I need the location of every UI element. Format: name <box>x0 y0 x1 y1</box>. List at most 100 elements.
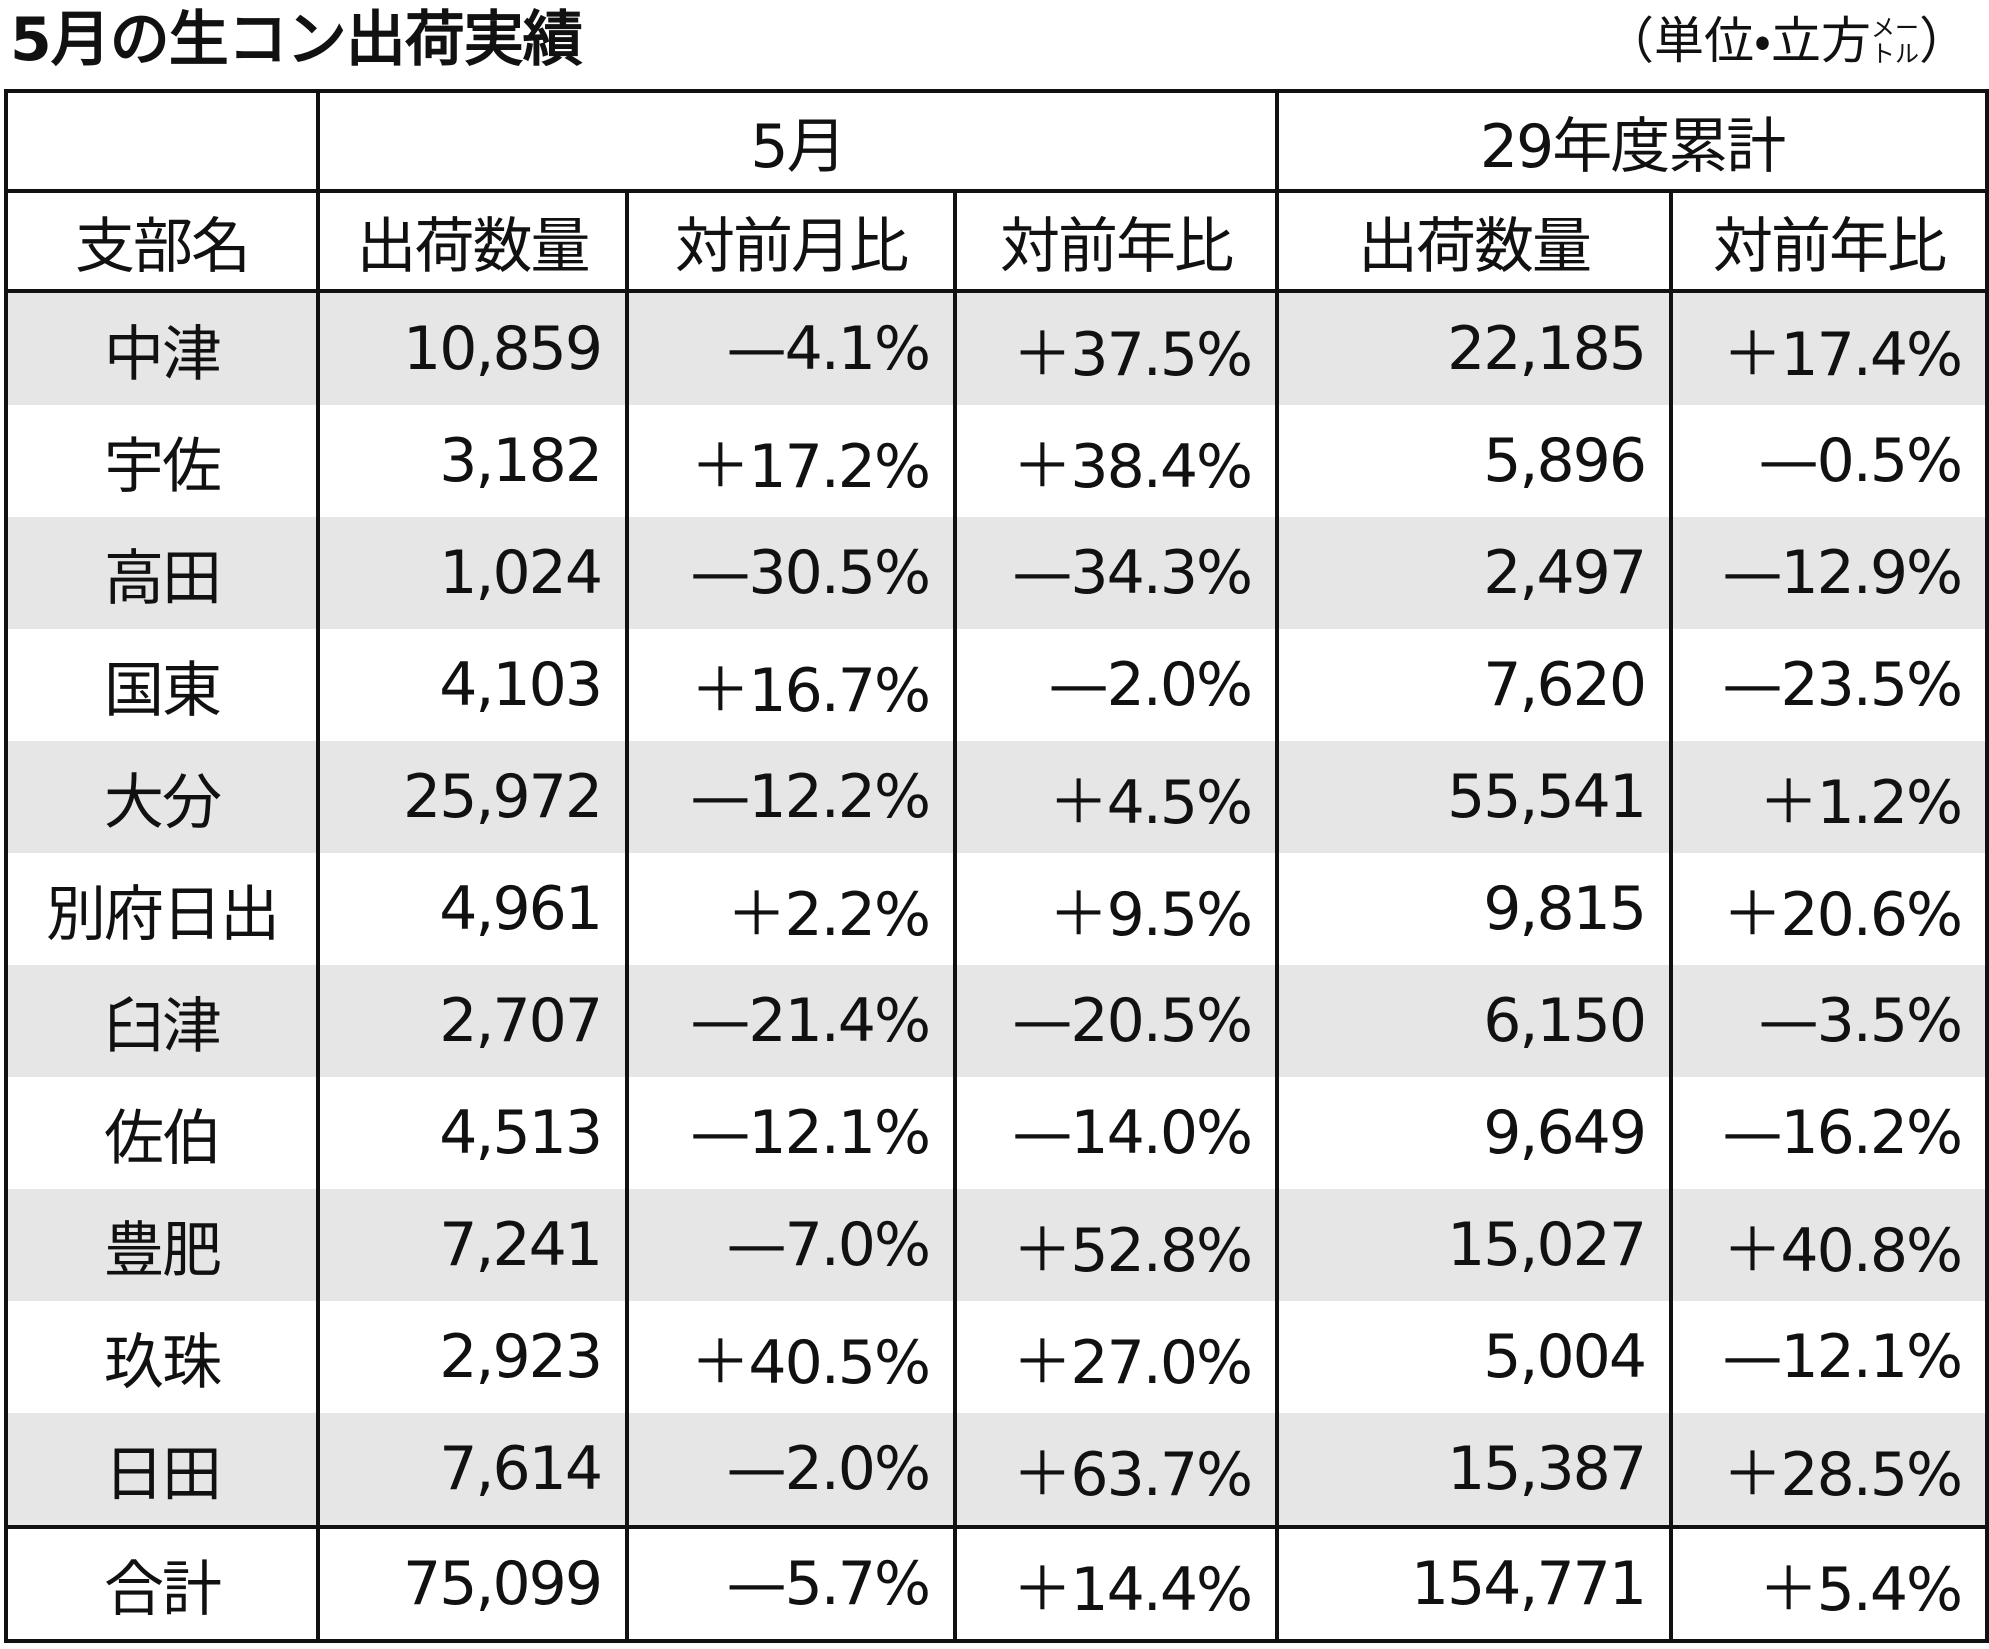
cell: —12.9% <box>1669 517 1989 629</box>
table-body: 5月 29年度累計 支部名 出荷数量 対前月比 対前年比 出荷数量 対前年比 中津 10,8… <box>4 89 1989 1643</box>
title: 5月の生コン出荷実績 <box>10 5 583 75</box>
column-header-row: 支部名 出荷数量 対前月比 対前年比 出荷数量 対前年比 <box>4 189 1989 293</box>
branch-name: 玖珠 <box>4 1301 320 1413</box>
table-row: 高田 1,024 —30.5% —34.3% 2,497 —12.9% <box>4 517 1989 629</box>
cell: ＋27.0% <box>952 1301 1280 1413</box>
empty-header <box>4 89 320 193</box>
cell: ＋52.8% <box>952 1189 1280 1301</box>
cell: ＋38.4% <box>952 405 1280 517</box>
cell: —21.4% <box>625 965 957 1077</box>
cell: 9,649 <box>1275 1077 1674 1189</box>
table-row: 中津 10,859 —4.1% ＋37.5% 22,185 ＋17.4% <box>4 291 1989 405</box>
total-cell: 154,771 <box>1275 1525 1674 1643</box>
group-header-row: 5月 29年度累計 <box>4 89 1989 193</box>
cell: ＋4.5% <box>952 741 1280 853</box>
cell: 7,241 <box>316 1189 629 1301</box>
cell: 5,896 <box>1275 405 1674 517</box>
cell: 55,541 <box>1275 741 1674 853</box>
column-header: 出荷数量 <box>1275 189 1674 293</box>
cell: 22,185 <box>1275 291 1674 405</box>
table-row: 大分 25,972 —12.2% ＋4.5% 55,541 ＋1.2% <box>4 741 1989 853</box>
cell: —12.1% <box>1669 1301 1989 1413</box>
cell: ＋37.5% <box>952 291 1280 405</box>
cell: 7,614 <box>316 1413 629 1529</box>
group-header: 29年度累計 <box>1275 89 1989 193</box>
total-cell: ＋5.4% <box>1669 1525 1989 1643</box>
cell: ＋17.2% <box>625 405 957 517</box>
unit-small-bottom: トル <box>1871 40 1919 68</box>
cell: 25,972 <box>316 741 629 853</box>
branch-name: 大分 <box>4 741 320 853</box>
cell: 15,027 <box>1275 1189 1674 1301</box>
cell: 5,004 <box>1275 1301 1674 1413</box>
cell: 4,961 <box>316 853 629 965</box>
cell: ＋9.5% <box>952 853 1280 965</box>
cell: —30.5% <box>625 517 957 629</box>
column-header: 出荷数量 <box>316 189 629 293</box>
cell: 7,620 <box>1275 629 1674 741</box>
total-cell: 75,099 <box>316 1525 629 1643</box>
cell: —3.5% <box>1669 965 1989 1077</box>
unit-small-top: メー <box>1871 14 1919 42</box>
cell: —34.3% <box>952 517 1280 629</box>
cell: —2.0% <box>625 1413 957 1529</box>
total-row: 合計 75,099 —5.7% ＋14.4% 154,771 ＋5.4% <box>4 1525 1989 1643</box>
branch-name: 宇佐 <box>4 405 320 517</box>
branch-name: 佐伯 <box>4 1077 320 1189</box>
cell: —12.1% <box>625 1077 957 1189</box>
cell: 6,150 <box>1275 965 1674 1077</box>
cell: 2,923 <box>316 1301 629 1413</box>
cell: —0.5% <box>1669 405 1989 517</box>
total-label: 合計 <box>4 1525 320 1643</box>
cell: 4,103 <box>316 629 629 741</box>
cell: —4.1% <box>625 291 957 405</box>
cell: ＋20.6% <box>1669 853 1989 965</box>
cell: 10,859 <box>316 291 629 405</box>
table-row: 玖珠 2,923 ＋40.5% ＋27.0% 5,004 —12.1% <box>4 1301 1989 1413</box>
cell: ＋28.5% <box>1669 1413 1989 1529</box>
cell: ＋2.2% <box>625 853 957 965</box>
unit-open: （単位・立方 <box>1604 12 1871 70</box>
cell: ＋16.7% <box>625 629 957 741</box>
cell: —12.2% <box>625 741 957 853</box>
cell: —2.0% <box>952 629 1280 741</box>
table-row: 日田 7,614 —2.0% ＋63.7% 15,387 ＋28.5% <box>4 1413 1989 1529</box>
cell: —23.5% <box>1669 629 1989 741</box>
cell: 1,024 <box>316 517 629 629</box>
branch-name: 臼津 <box>4 965 320 1077</box>
table-row: 佐伯 4,513 —12.1% —14.0% 9,649 —16.2% <box>4 1077 1989 1189</box>
table-row: 豊肥 7,241 —7.0% ＋52.8% 15,027 ＋40.8% <box>4 1189 1989 1301</box>
table-row: 宇佐 3,182 ＋17.2% ＋38.4% 5,896 —0.5% <box>4 405 1989 517</box>
column-header: 対前年比 <box>952 189 1280 293</box>
cell: ＋40.8% <box>1669 1189 1989 1301</box>
table-row: 国東 4,103 ＋16.7% —2.0% 7,620 —23.5% <box>4 629 1989 741</box>
cell: 2,497 <box>1275 517 1674 629</box>
branch-name: 別府日出 <box>4 853 320 965</box>
branch-name: 中津 <box>4 291 320 405</box>
total-cell: ＋14.4% <box>952 1525 1280 1643</box>
cell: 3,182 <box>316 405 629 517</box>
group-header: 5月 <box>315 89 1280 193</box>
cell: 2,707 <box>316 965 629 1077</box>
table: 5月 29年度累計 支部名 出荷数量 対前月比 対前年比 出荷数量 対前年比 中津 10,8… <box>4 89 1989 1643</box>
cell: ＋40.5% <box>625 1301 957 1413</box>
cell: —16.2% <box>1669 1077 1989 1189</box>
unit-small: メー トル <box>1871 15 1919 67</box>
column-header: 対前年比 <box>1669 189 1989 293</box>
column-header: 対前月比 <box>625 189 957 293</box>
table-row: 別府日出 4,961 ＋2.2% ＋9.5% 9,815 ＋20.6% <box>4 853 1989 965</box>
cell: —14.0% <box>952 1077 1280 1189</box>
cell: ＋63.7% <box>952 1413 1280 1529</box>
branch-name: 高田 <box>4 517 320 629</box>
cell: 15,387 <box>1275 1413 1674 1529</box>
unit-close: ） <box>1919 12 1969 70</box>
total-cell: —5.7% <box>625 1525 957 1643</box>
table-row: 臼津 2,707 —21.4% —20.5% 6,150 —3.5% <box>4 965 1989 1077</box>
branch-name: 国東 <box>4 629 320 741</box>
branch-name: 豊肥 <box>4 1189 320 1301</box>
cell: 9,815 <box>1275 853 1674 965</box>
branch-name: 日田 <box>4 1413 320 1529</box>
cell: —20.5% <box>952 965 1280 1077</box>
column-header: 支部名 <box>4 189 320 293</box>
